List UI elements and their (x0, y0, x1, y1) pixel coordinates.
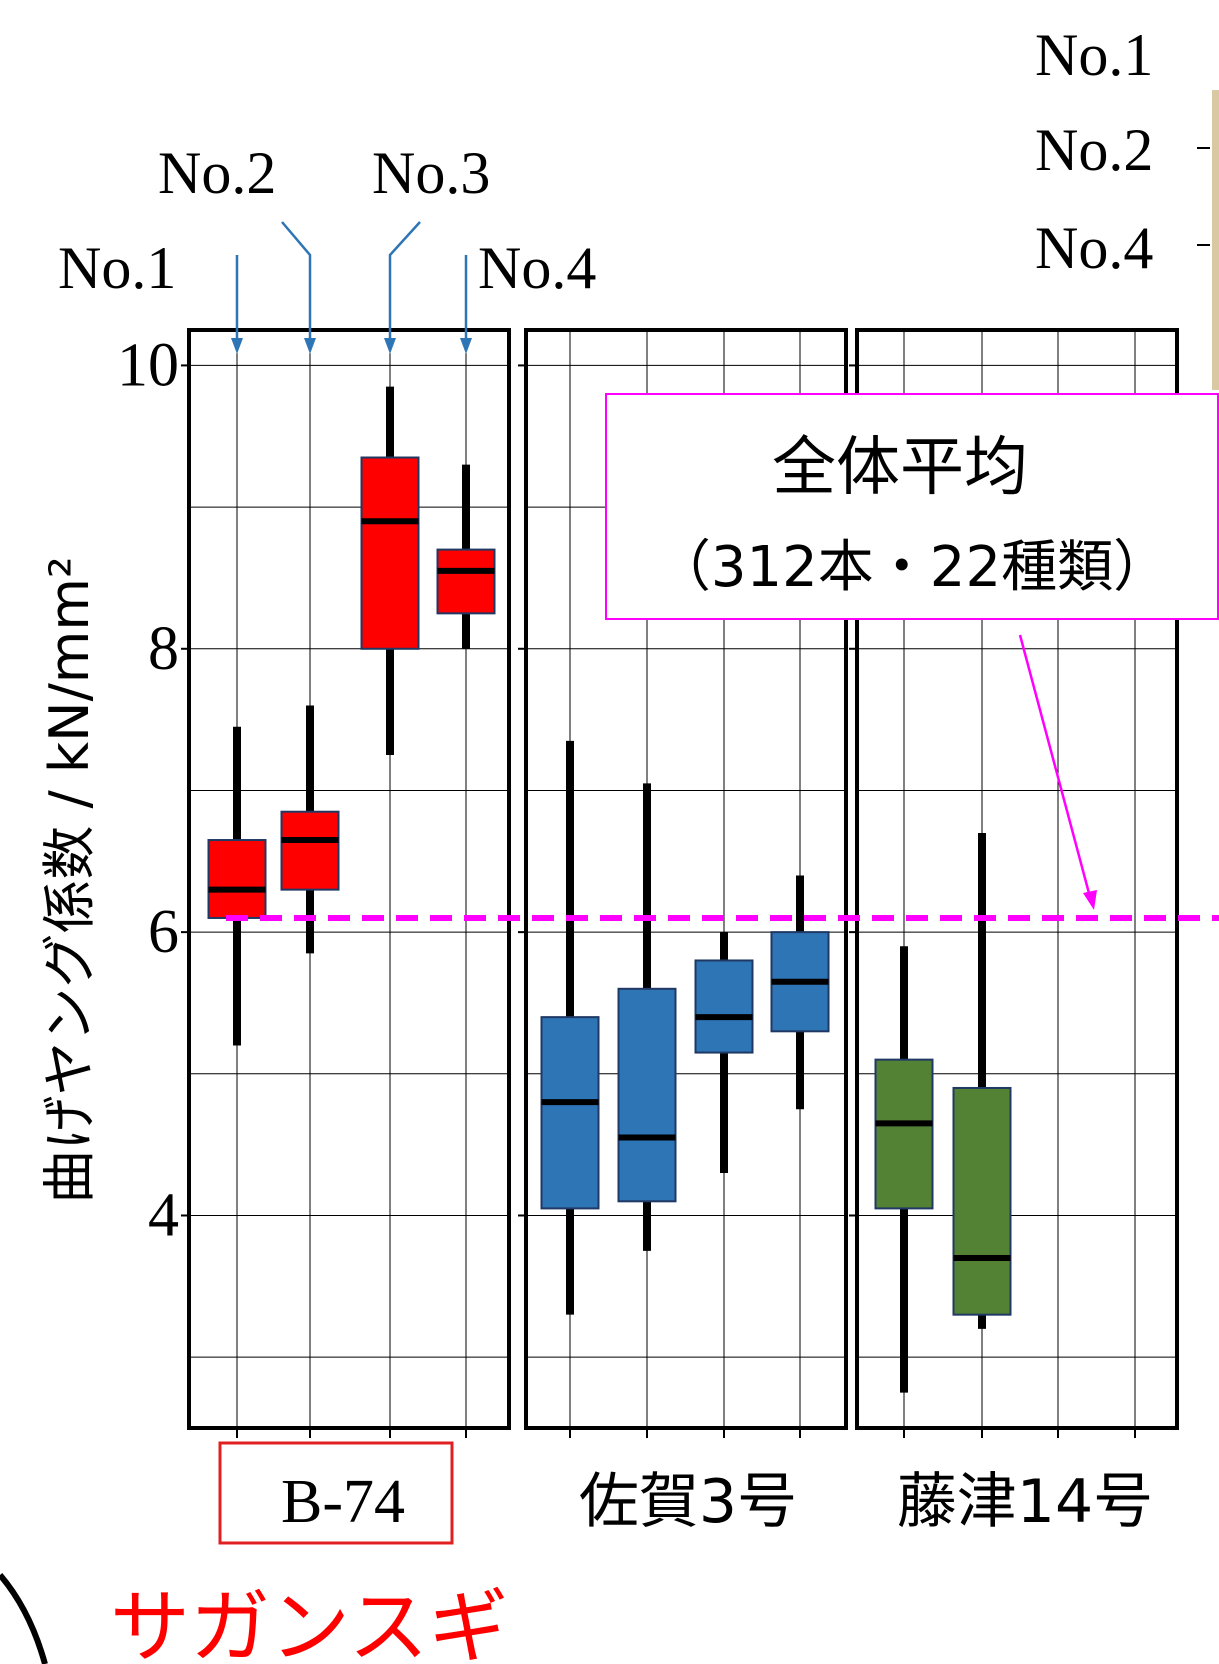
box-p1-2 (280, 810, 340, 891)
label-no4: No.4 (478, 235, 596, 301)
group-label-3: 藤津14号 (897, 1467, 1153, 1537)
y-axis-label: 曲げヤング係数 / kN/mm² (38, 556, 101, 1203)
right-label-no2: No.2 (1035, 117, 1153, 183)
label-no3: No.3 (372, 140, 490, 206)
sample-number-callouts: No.1 No.2 No.3 No.4 (58, 140, 596, 354)
right-edge-sliver (1212, 90, 1219, 390)
box-p1-3 (360, 456, 420, 650)
annotation-line2: （312本・22種類） (655, 535, 1169, 600)
panel-frame-1 (187, 328, 511, 1430)
arrow-no2 (281, 221, 312, 345)
annotation-pointer (1018, 634, 1092, 898)
x-group-labels: B-74 佐賀3号 藤津14号 (218, 1441, 1153, 1545)
arrow-no3 (388, 221, 421, 345)
arrowheads (231, 338, 472, 354)
y-tick-label-8: 8 (148, 615, 179, 683)
right-edge-labels: No.1 No.2 No.4 (1035, 22, 1219, 390)
y-tick-label-10: 10 (117, 331, 179, 399)
right-label-no1: No.1 (1035, 22, 1153, 88)
arrowhead-no3 (384, 338, 396, 354)
annotation-line1: 全体平均 (772, 431, 1028, 505)
group-label-1: B-74 (281, 1468, 405, 1536)
box-p3-1 (874, 1058, 934, 1210)
box-p2-1 (540, 1016, 600, 1210)
label-no2: No.2 (158, 140, 276, 206)
box-p1-4 (436, 548, 496, 615)
callout-arrows (235, 221, 468, 345)
footer-arc (0, 1573, 48, 1664)
annotation-pointer-head (1083, 890, 1097, 910)
arrowhead-no2 (304, 338, 316, 354)
group-label-2: 佐賀3号 (579, 1467, 797, 1537)
label-no1: No.1 (58, 235, 176, 301)
arrowhead-no1 (231, 338, 243, 354)
arrowhead-no4 (460, 338, 472, 354)
footer-label: サガンスギ (110, 1581, 508, 1664)
panel-frame-3 (855, 328, 1179, 1430)
overall-average-annotation: 全体平均 （312本・22種類） (605, 393, 1219, 910)
box-p2-3 (694, 959, 754, 1054)
panel-frames (181, 328, 1179, 1438)
box-layer (207, 386, 1012, 1393)
right-label-no4: No.4 (1035, 215, 1153, 281)
group-label-box (218, 1441, 454, 1545)
y-tick-label-6: 6 (148, 898, 179, 966)
annotation-box (605, 393, 1219, 620)
panel-frame-2 (524, 328, 848, 1430)
box-p3-2 (952, 1086, 1012, 1316)
box-p1-1 (207, 839, 267, 919)
y-tick-labels: 4 6 8 10 (117, 331, 179, 1249)
box-p2-2 (617, 987, 677, 1203)
y-tick-label-4: 4 (148, 1181, 179, 1249)
